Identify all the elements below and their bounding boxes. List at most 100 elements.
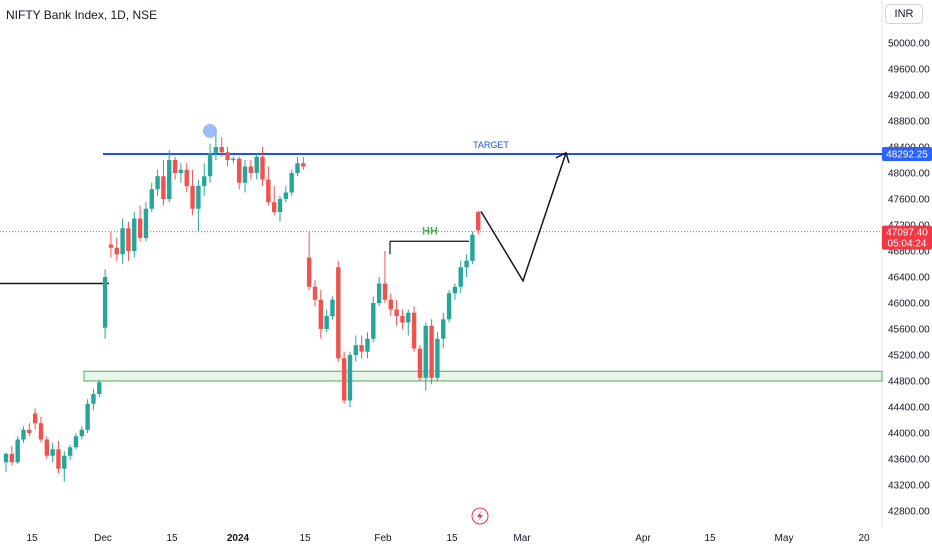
candle-body [44, 439, 50, 456]
candle-body [85, 403, 90, 430]
candle-body [260, 156, 265, 180]
candle-body [271, 202, 277, 212]
y-axis-tick-label: 46400.00 [888, 273, 930, 284]
candle-body [108, 244, 114, 248]
candle-body [79, 429, 84, 437]
x-axis-tick-label: 2024 [227, 533, 250, 544]
candle-body [406, 312, 411, 323]
candle-body [382, 283, 388, 300]
candle-body [91, 394, 96, 404]
y-axis-tick-label: 45600.00 [888, 325, 930, 336]
y-axis-tick-label: 48000.00 [888, 169, 930, 180]
y-axis-tick-label: 49600.00 [888, 65, 930, 76]
candle-body [172, 160, 178, 173]
y-axis-tick-label: 44400.00 [888, 403, 930, 414]
candle-body [336, 267, 341, 359]
current-price-text: 47097.40 [886, 228, 928, 239]
candle-body [435, 338, 440, 378]
candle-body [388, 299, 393, 310]
candle-body [254, 156, 259, 173]
candle-body [423, 325, 428, 378]
y-axis-tick-label: 46800.00 [888, 247, 930, 258]
candle-body [289, 173, 294, 193]
candle-body [120, 228, 125, 255]
candle-body [155, 176, 160, 190]
x-axis-tick-label: 15 [166, 533, 178, 544]
candle-body [207, 153, 213, 177]
candle-body [283, 192, 289, 199]
candle-body [132, 218, 137, 251]
y-axis-tick-label: 48800.00 [888, 117, 930, 128]
projection-path[interactable] [480, 152, 567, 283]
candle-body [190, 186, 195, 209]
candle-body [102, 277, 108, 328]
x-axis-tick-label: May [775, 533, 794, 544]
candle-body [62, 455, 67, 469]
candle-body [277, 199, 283, 212]
support-zone[interactable] [83, 370, 883, 382]
flash-icon[interactable] [471, 507, 489, 525]
candle-body [330, 299, 335, 316]
x-axis-tick-label: 20 [858, 533, 870, 544]
candle-body [376, 283, 382, 303]
marker-dot[interactable] [203, 124, 217, 138]
y-axis-tick-label: 50000.00 [888, 39, 930, 50]
candle-body [237, 158, 242, 183]
candle-body [347, 355, 353, 401]
candle-body [394, 309, 399, 316]
chart-title: NIFTY Bank Index, 1D, NSE [6, 8, 158, 22]
candle-body [400, 316, 405, 323]
projection-arrowhead [555, 151, 570, 164]
candle-body [184, 169, 189, 186]
candle-body [295, 163, 300, 173]
candle-body [21, 429, 26, 440]
candle-body [306, 257, 312, 287]
candle-body [470, 234, 475, 261]
candle-body [359, 345, 364, 352]
candle-body [167, 160, 172, 199]
y-axis-tick-label: 45200.00 [888, 351, 930, 362]
candle-body [126, 228, 131, 251]
currency-button[interactable]: INR [885, 4, 923, 24]
hh-label: HH [422, 225, 438, 237]
candle-body [441, 319, 446, 339]
candle-body [178, 169, 184, 173]
candle-body [143, 208, 149, 238]
y-axis-tick-label: 49200.00 [888, 91, 930, 102]
candle-body [301, 163, 306, 167]
candle-body [32, 413, 38, 424]
candle-body [27, 429, 32, 433]
x-axis-tick-label: 15 [26, 533, 38, 544]
candle-body [341, 358, 347, 401]
x-axis-tick-label: Feb [374, 533, 392, 544]
candle-body [73, 436, 79, 448]
candle-body [353, 345, 358, 355]
target-price-tag-text: 48292.25 [886, 150, 928, 161]
candle-body [476, 212, 481, 231]
y-axis-tick-label: 42800.00 [888, 507, 930, 518]
target-label: TARGET [473, 140, 509, 150]
candle-body [365, 338, 370, 352]
candle-body [56, 449, 61, 469]
candle-body [411, 312, 417, 349]
x-axis-tick-label: Mar [513, 533, 531, 544]
candle-body [312, 286, 318, 300]
x-axis-tick-label: 15 [446, 533, 458, 544]
candle-body [114, 247, 119, 255]
x-axis-tick-label: 15 [299, 533, 311, 544]
candle-body [67, 447, 73, 456]
candle-body [202, 176, 207, 186]
candle-body [324, 316, 329, 329]
y-axis-tick-label: 47600.00 [888, 195, 930, 206]
candle-body [248, 166, 254, 173]
candle-body [242, 166, 248, 183]
y-axis-tick-label: 44800.00 [888, 377, 930, 388]
candle-body [266, 179, 271, 203]
candle-body [137, 218, 143, 238]
x-axis-tick-label: Apr [635, 533, 651, 544]
y-axis-tick-label: 46000.00 [888, 299, 930, 310]
candle-body [464, 260, 469, 268]
candle-body [429, 325, 434, 378]
y-axis-tick-label: 43600.00 [888, 455, 930, 466]
